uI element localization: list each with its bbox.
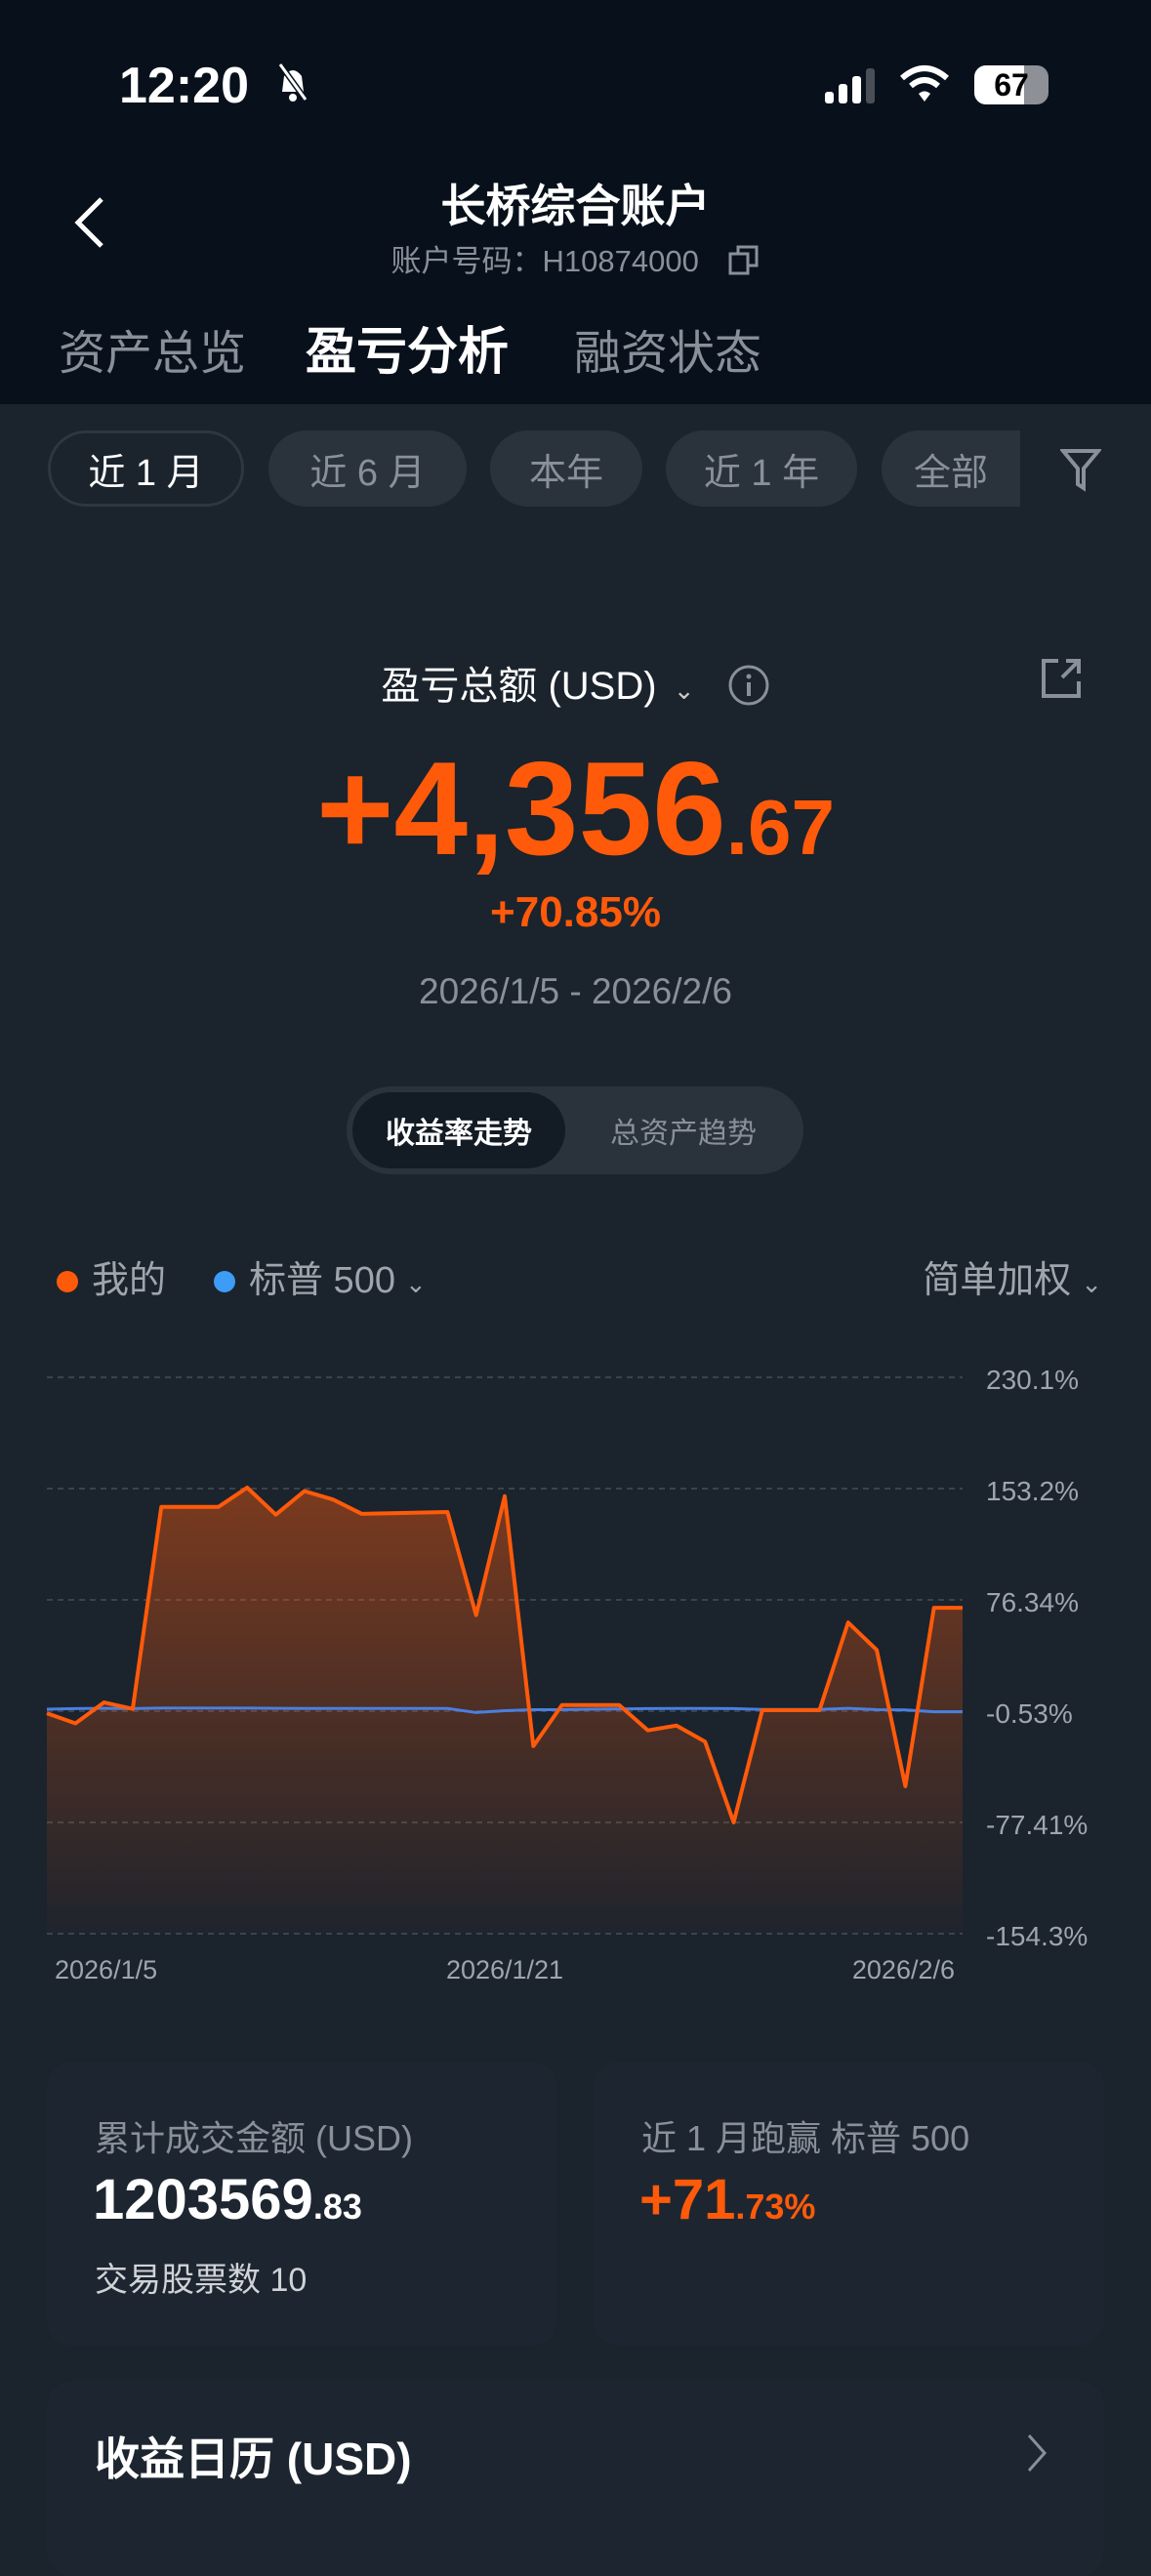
pnl-calendar-row[interactable]: 收益日历 (USD): [47, 2381, 1104, 2576]
toggle-return-trend[interactable]: 收益率走势: [352, 1092, 565, 1168]
date-range: 2026/1/5 - 2026/2/6: [419, 971, 732, 1011]
chevron-right-icon: [1027, 2434, 1048, 2472]
header: 12:20 67 长桥综合账户 账户号码：H10874000 资产总览 盈亏分析…: [0, 0, 1151, 404]
chip-1-year[interactable]: 近 1 年: [666, 430, 857, 507]
chip-all[interactable]: 全部: [882, 430, 1020, 507]
beat-benchmark-decimal: .73%: [735, 2187, 816, 2227]
chip-1-month[interactable]: 近 1 月: [48, 430, 244, 507]
trade-volume-value: 1203569.83: [93, 2167, 362, 2232]
pnl-amount-integer: +4,356: [316, 734, 726, 882]
pnl-total-header[interactable]: 盈亏总额 (USD) ⌄: [0, 654, 1151, 711]
pnl-amount-decimal: .67: [725, 784, 835, 871]
trade-volume-integer: 1203569: [93, 2168, 313, 2231]
y-tick-label: 76.34%: [986, 1587, 1079, 1617]
weighting-selector[interactable]: 简单加权 ⌄: [923, 1249, 1102, 1303]
pnl-total-label: 盈亏总额 (USD): [381, 665, 657, 708]
legend-benchmark-label: 标普 500: [249, 1260, 395, 1301]
wifi-icon: [900, 65, 949, 102]
status-time: 12:20: [119, 58, 249, 114]
account-number: 账户号码：H10874000: [0, 236, 1151, 280]
pnl-amount: +4,356.67: [0, 732, 1151, 884]
chevron-down-icon: ⌄: [1081, 1269, 1102, 1298]
traded-stocks-count: 交易股票数 10: [95, 2262, 308, 2299]
y-tick-label: -0.53%: [986, 1698, 1073, 1729]
chevron-down-icon: ⌄: [673, 675, 695, 705]
x-tick-label: 2026/2/6: [852, 1955, 955, 1984]
benchmark-selector[interactable]: 标普 500 ⌄: [214, 1249, 427, 1303]
return-chart[interactable]: 230.1% 153.2% 76.34% -0.53% -77.41% -154.3% 20…: [0, 1347, 1151, 1991]
beat-benchmark-card: 近 1 月跑赢 标普 500 +71.73%: [594, 2062, 1104, 2346]
tab-margin-status[interactable]: 融资状态: [574, 328, 762, 380]
share-icon[interactable]: [1041, 658, 1082, 699]
y-tick-label: -154.3%: [986, 1921, 1088, 1951]
bell-muted-icon: [277, 62, 308, 102]
cellular-signal-icon: [825, 68, 875, 103]
account-number-text: 账户号码：H10874000: [391, 244, 699, 278]
battery-level: 67: [994, 67, 1029, 102]
chevron-down-icon: ⌄: [404, 1269, 427, 1298]
legend-dot-mine: [57, 1271, 78, 1292]
trade-volume-label: 累计成交金额 (USD): [95, 2118, 413, 2158]
x-tick-label: 2026/1/5: [55, 1955, 157, 1984]
copy-icon[interactable]: [728, 244, 760, 275]
pnl-calendar-label: 收益日历 (USD): [95, 2433, 412, 2484]
weighting-label: 简单加权: [923, 1260, 1072, 1301]
chip-this-year[interactable]: 本年: [490, 430, 642, 507]
chip-6-months[interactable]: 近 6 月: [268, 430, 467, 507]
back-chevron-icon[interactable]: [70, 195, 109, 250]
y-tick-label: 230.1%: [986, 1365, 1079, 1395]
beat-benchmark-label: 近 1 月跑赢 标普 500: [641, 2118, 970, 2158]
trade-volume-decimal: .83: [312, 2187, 362, 2227]
battery-icon: 67: [974, 65, 1048, 104]
y-tick-label: -77.41%: [986, 1810, 1088, 1840]
trade-volume-card: 累计成交金额 (USD) 1203569.83 交易股票数 10: [47, 2062, 557, 2346]
beat-benchmark-value: +71.73%: [639, 2167, 815, 2232]
chart-mode-toggle: 收益率走势 总资产趋势: [347, 1086, 803, 1174]
page-title: 长桥综合账户: [440, 181, 711, 231]
filter-icon[interactable]: [1060, 447, 1101, 492]
info-icon[interactable]: [727, 664, 770, 707]
toggle-asset-trend[interactable]: 总资产趋势: [610, 1118, 757, 1150]
beat-benchmark-integer: +71: [639, 2168, 736, 2231]
pnl-percent: +70.85%: [490, 888, 661, 936]
tab-pnl-analysis[interactable]: 盈亏分析: [306, 324, 510, 381]
x-tick-label: 2026/1/21: [446, 1955, 563, 1984]
legend-mine-label: 我的: [92, 1260, 167, 1301]
y-tick-label: 153.2%: [986, 1476, 1079, 1506]
tab-asset-overview[interactable]: 资产总览: [59, 328, 247, 380]
mine-line: [46, 1485, 963, 1824]
legend-mine: 我的: [57, 1249, 166, 1303]
legend-dot-benchmark: [214, 1271, 235, 1292]
